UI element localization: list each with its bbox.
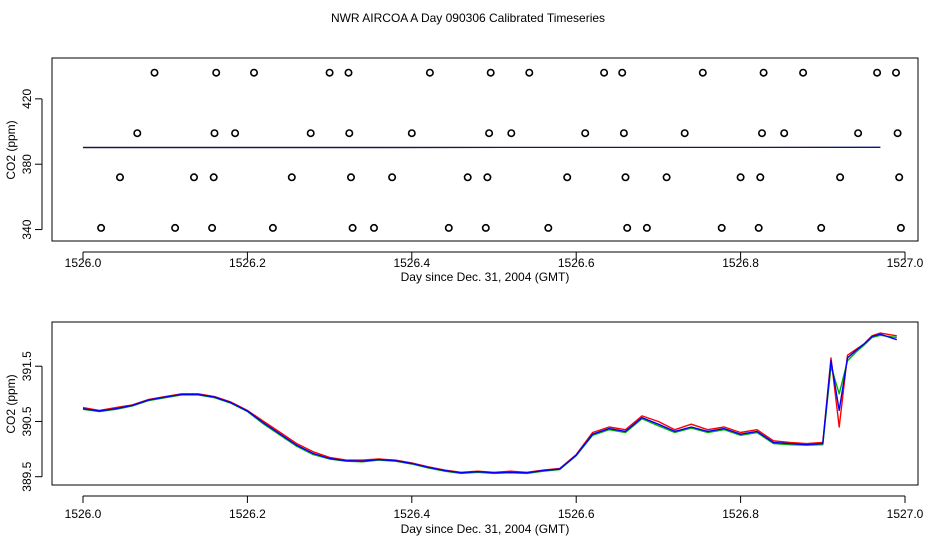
calibration-point	[191, 174, 197, 180]
x-axis-label: Day since Dec. 31, 2004 (GMT)	[401, 522, 570, 536]
calibration-point	[700, 70, 706, 76]
calibration-marks	[83, 70, 904, 232]
calibration-point	[757, 174, 763, 180]
calibration-point	[211, 130, 217, 136]
calibration-point	[818, 225, 824, 231]
y-axis-label: CO2 (ppm)	[4, 120, 18, 179]
series-line-green	[83, 335, 897, 473]
x-tick-label: 1526.6	[558, 256, 595, 270]
calibration-point	[465, 174, 471, 180]
calibration-point	[348, 174, 354, 180]
calibration-point	[483, 225, 489, 231]
plot-frame	[52, 58, 918, 241]
y-axis-ticks: 340 380 420	[20, 89, 42, 240]
calibration-point	[326, 70, 332, 76]
calibration-point	[619, 70, 625, 76]
x-tick-label: 1526.8	[722, 256, 759, 270]
calibration-point	[682, 130, 688, 136]
calibration-point	[781, 130, 787, 136]
y-tick-label: 390.5	[20, 406, 34, 436]
x-tick-label: 1526.2	[229, 256, 266, 270]
calibration-point	[719, 225, 725, 231]
calibration-point	[346, 130, 352, 136]
calibration-point	[893, 70, 899, 76]
calibration-point	[117, 174, 123, 180]
x-tick-label: 1526.2	[229, 507, 266, 521]
calibration-point	[760, 70, 766, 76]
calibration-point	[759, 130, 765, 136]
calibration-point	[134, 130, 140, 136]
series-line-blue	[83, 334, 897, 473]
x-axis-ticks: 1526.0 1526.2 1526.4 1526.6 1526.8 1527.0	[65, 252, 924, 270]
calibration-point	[624, 225, 630, 231]
calibration-point	[308, 130, 314, 136]
x-tick-label: 1527.0	[887, 256, 924, 270]
x-tick-label: 1526.0	[65, 256, 102, 270]
calibration-point	[545, 225, 551, 231]
x-tick-label: 1526.4	[393, 256, 430, 270]
calibration-point	[211, 174, 217, 180]
calibration-point	[756, 225, 762, 231]
calibration-point	[855, 130, 861, 136]
calibration-point	[508, 130, 514, 136]
series-line-red	[83, 333, 897, 472]
calibration-point	[427, 70, 433, 76]
x-tick-label: 1527.0	[887, 507, 924, 521]
calibration-point	[349, 225, 355, 231]
x-tick-label: 1526.6	[558, 507, 595, 521]
calibration-point	[621, 130, 627, 136]
timeseries-marks	[83, 333, 897, 473]
calibration-point	[172, 225, 178, 231]
x-tick-label: 1526.8	[722, 507, 759, 521]
y-tick-label: 380	[20, 154, 34, 174]
x-tick-label: 1526.0	[65, 507, 102, 521]
calibration-point	[389, 174, 395, 180]
calibration-point	[737, 174, 743, 180]
y-tick-label: 389.5	[20, 461, 34, 491]
calibration-point	[526, 70, 532, 76]
calibration-point	[644, 225, 650, 231]
chart-title: NWR AIRCOA A Day 090306 Calibrated Times…	[331, 11, 605, 25]
calibration-point	[151, 70, 157, 76]
calibration-point	[446, 225, 452, 231]
calibration-point	[622, 174, 628, 180]
y-axis-ticks: 389.5 390.5 391.5	[20, 351, 42, 492]
y-axis-label: CO2 (ppm)	[4, 374, 18, 433]
calibration-point	[582, 130, 588, 136]
calibration-point	[484, 174, 490, 180]
calibration-point	[896, 174, 902, 180]
y-tick-label: 420	[20, 89, 34, 109]
x-axis-ticks: 1526.0 1526.2 1526.4 1526.6 1526.8 1527.0	[65, 496, 924, 521]
calibration-point	[209, 225, 215, 231]
calibration-point	[98, 225, 104, 231]
y-tick-label: 340	[20, 219, 34, 239]
calibration-point	[409, 130, 415, 136]
plot-frame	[52, 322, 918, 485]
calibration-panel: Day since Dec. 31, 2004 (GMT) CO2 (ppm) …	[4, 58, 924, 284]
x-axis-label: Day since Dec. 31, 2004 (GMT)	[401, 270, 570, 284]
calibration-point	[874, 70, 880, 76]
calibration-point	[601, 70, 607, 76]
calibration-point	[213, 70, 219, 76]
calibration-point	[232, 130, 238, 136]
calibration-point	[270, 225, 276, 231]
y-tick-label: 391.5	[20, 351, 34, 381]
calibration-point	[894, 130, 900, 136]
calibration-point	[898, 225, 904, 231]
x-tick-label: 1526.4	[393, 507, 430, 521]
calibration-point	[251, 70, 257, 76]
calibration-point	[345, 70, 351, 76]
timeseries-panel: Day since Dec. 31, 2004 (GMT) CO2 (ppm) …	[4, 322, 924, 536]
calibration-point	[289, 174, 295, 180]
calibration-point	[371, 225, 377, 231]
calibration-point	[486, 130, 492, 136]
calibration-point	[488, 70, 494, 76]
calibration-point	[663, 174, 669, 180]
calibration-point	[837, 174, 843, 180]
calibration-point	[564, 174, 570, 180]
calibration-point	[800, 70, 806, 76]
